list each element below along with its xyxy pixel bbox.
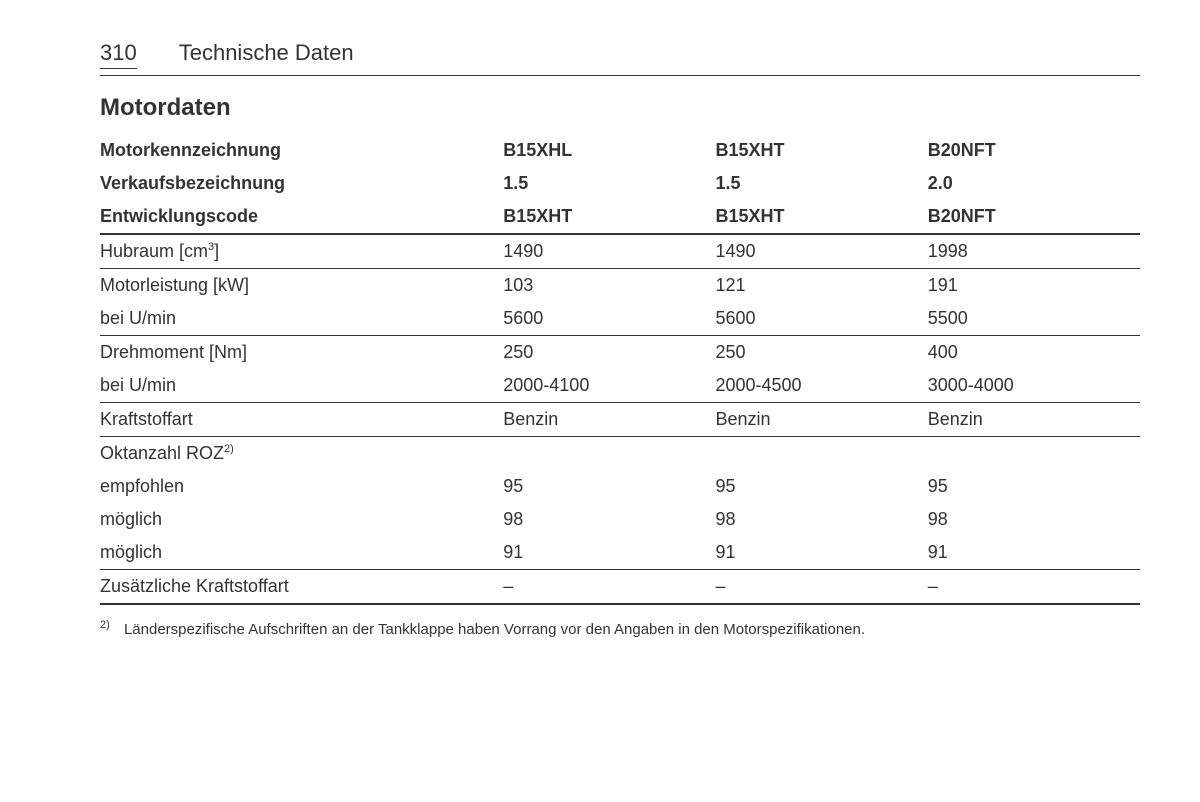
- row-label: Oktanzahl ROZ2): [100, 437, 503, 471]
- cell: 98: [928, 503, 1140, 536]
- table-row: möglich989898: [100, 503, 1140, 536]
- cell: 95: [715, 470, 927, 503]
- cell: 5600: [503, 302, 715, 336]
- cell: [503, 437, 715, 471]
- cell: 5500: [928, 302, 1140, 336]
- table-row: EntwicklungscodeB15XHTB15XHTB20NFT: [100, 200, 1140, 234]
- table-row: Verkaufsbezeichnung1.51.52.0: [100, 167, 1140, 200]
- cell: 250: [503, 336, 715, 370]
- table-row: Zusätzliche Kraftstoffart–––: [100, 570, 1140, 605]
- row-label: Motorkennzeichnung: [100, 134, 503, 167]
- cell: 2000-4500: [715, 369, 927, 403]
- cell: –: [715, 570, 927, 605]
- table-row: Oktanzahl ROZ2): [100, 437, 1140, 471]
- footnote: 2) Länderspezifische Aufschriften an der…: [100, 619, 1140, 638]
- footnote-number: 2): [100, 619, 110, 631]
- cell: 2000-4100: [503, 369, 715, 403]
- row-label: empfohlen: [100, 470, 503, 503]
- cell: 250: [715, 336, 927, 370]
- page-header: 310 Technische Daten: [100, 40, 1140, 76]
- cell: –: [503, 570, 715, 605]
- cell: B15XHT: [715, 200, 927, 234]
- table-row: möglich919191: [100, 536, 1140, 570]
- cell: 91: [715, 536, 927, 570]
- page: 310 Technische Daten Motordaten Motorken…: [0, 0, 1200, 658]
- cell: 1490: [503, 234, 715, 269]
- cell: 191: [928, 269, 1140, 303]
- row-label: Zusätzliche Kraftstoffart: [100, 570, 503, 605]
- motordaten-table: MotorkennzeichnungB15XHLB15XHTB20NFTVerk…: [100, 134, 1140, 605]
- cell: 5600: [715, 302, 927, 336]
- row-label: bei U/min: [100, 369, 503, 403]
- cell: Benzin: [715, 403, 927, 437]
- row-label: möglich: [100, 536, 503, 570]
- cell: B15XHT: [715, 134, 927, 167]
- cell: 1.5: [503, 167, 715, 200]
- row-label: möglich: [100, 503, 503, 536]
- cell: B20NFT: [928, 134, 1140, 167]
- cell: 95: [503, 470, 715, 503]
- table-row: bei U/min560056005500: [100, 302, 1140, 336]
- cell: Benzin: [503, 403, 715, 437]
- table-row: empfohlen959595: [100, 470, 1140, 503]
- cell: 91: [928, 536, 1140, 570]
- row-label: Verkaufsbezeichnung: [100, 167, 503, 200]
- row-label: Hubraum [cm3]: [100, 234, 503, 269]
- cell: B15XHL: [503, 134, 715, 167]
- cell: Benzin: [928, 403, 1140, 437]
- section-title: Motordaten: [100, 94, 1140, 122]
- cell: 1998: [928, 234, 1140, 269]
- row-label: Motorleistung [kW]: [100, 269, 503, 303]
- row-label: Drehmoment [Nm]: [100, 336, 503, 370]
- page-number: 310: [100, 40, 137, 69]
- cell: 400: [928, 336, 1140, 370]
- cell: 98: [715, 503, 927, 536]
- row-label: bei U/min: [100, 302, 503, 336]
- cell: 98: [503, 503, 715, 536]
- cell: B20NFT: [928, 200, 1140, 234]
- row-label: Entwicklungscode: [100, 200, 503, 234]
- chapter-title: Technische Daten: [179, 40, 354, 66]
- table-row: Hubraum [cm3]149014901998: [100, 234, 1140, 269]
- footnote-text: Länderspezifische Aufschriften an der Ta…: [124, 621, 865, 638]
- cell: 91: [503, 536, 715, 570]
- cell: 1.5: [715, 167, 927, 200]
- cell: B15XHT: [503, 200, 715, 234]
- cell: 2.0: [928, 167, 1140, 200]
- table-row: Motorleistung [kW]103121191: [100, 269, 1140, 303]
- cell: 1490: [715, 234, 927, 269]
- row-label: Kraftstoffart: [100, 403, 503, 437]
- cell: –: [928, 570, 1140, 605]
- table-row: Drehmoment [Nm]250250400: [100, 336, 1140, 370]
- cell: [715, 437, 927, 471]
- cell: 103: [503, 269, 715, 303]
- table-row: MotorkennzeichnungB15XHLB15XHTB20NFT: [100, 134, 1140, 167]
- cell: [928, 437, 1140, 471]
- cell: 95: [928, 470, 1140, 503]
- cell: 3000-4000: [928, 369, 1140, 403]
- cell: 121: [715, 269, 927, 303]
- table-row: KraftstoffartBenzinBenzinBenzin: [100, 403, 1140, 437]
- table-row: bei U/min2000-41002000-45003000-4000: [100, 369, 1140, 403]
